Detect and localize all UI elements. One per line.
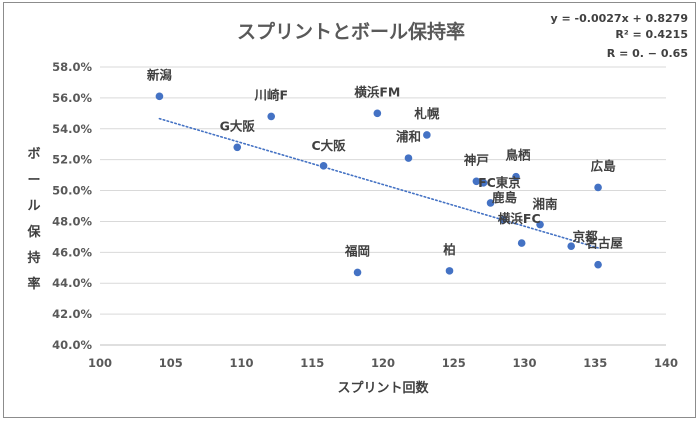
y-tick-label: 48.0%	[52, 214, 92, 228]
point-label: C大阪	[311, 138, 346, 153]
data-point	[567, 242, 575, 250]
chart-frame	[3, 2, 696, 418]
regression-equation: y = -0.0027x + 0.8279 R² = 0.4215 R = 0.…	[551, 12, 688, 60]
point-label: 京都	[573, 229, 599, 244]
x-tick-label: 125	[442, 356, 466, 370]
y-axis-title-char: 保	[26, 224, 41, 240]
point-label: 神戸	[464, 152, 489, 167]
x-axis-title: スプリント回数	[337, 380, 429, 396]
point-label: 新潟	[147, 67, 173, 82]
data-points	[155, 92, 602, 277]
data-point	[267, 112, 276, 121]
x-tick-label: 130	[512, 356, 536, 370]
x-tick-label: 100	[88, 356, 112, 370]
gridlines	[100, 66, 666, 346]
point-label: 浦和	[396, 129, 421, 144]
point-label: 柏	[443, 242, 456, 257]
y-tick-label: 42.0%	[52, 307, 92, 321]
point-label: 広島	[591, 158, 617, 173]
point-label: FC東京	[478, 175, 521, 190]
data-point	[319, 162, 328, 170]
y-axis-title: ボール保持率	[26, 146, 41, 292]
y-axis-title-char: 持	[27, 250, 40, 266]
x-tick-label: 110	[229, 356, 253, 370]
y-axis-title-char: ー	[27, 173, 40, 188]
point-label: 鹿島	[492, 190, 518, 205]
x-tick-label: 120	[371, 356, 395, 370]
y-axis-title-char: 率	[27, 276, 40, 292]
data-point	[373, 109, 382, 118]
data-point	[512, 172, 520, 181]
y-tick-label: 54.0%	[52, 122, 92, 136]
data-point	[594, 183, 602, 192]
point-label: 鳥栖	[506, 148, 532, 163]
x-tick-label: 115	[300, 356, 324, 370]
y-tick-label: 56.0%	[52, 91, 92, 105]
data-point	[594, 260, 602, 269]
data-point	[233, 143, 242, 152]
point-label: 湘南	[533, 197, 559, 212]
data-point	[479, 179, 488, 187]
data-point	[155, 92, 164, 101]
data-point	[404, 154, 413, 162]
equation-line: y = -0.0027x + 0.8279	[551, 12, 688, 25]
y-tick-label: 50.0%	[52, 184, 92, 198]
x-axis-ticks: 100 105 110 115 120 125 130 135 140	[88, 356, 678, 370]
point-label: 福岡	[344, 243, 370, 258]
data-point	[517, 239, 526, 247]
trendline-path	[158, 117, 599, 249]
point-label: 札幌	[413, 106, 440, 121]
r-squared-line: R² = 0.4215	[615, 28, 688, 41]
point-label: 名古屋	[585, 236, 623, 251]
y-axis-title-char: ボ	[27, 146, 40, 162]
trendline	[158, 117, 599, 249]
y-tick-label: 58.0%	[52, 60, 92, 74]
y-tick-label: 40.0%	[52, 338, 92, 352]
point-label: 横浜FC	[498, 211, 541, 226]
y-axis-title-char: ル	[27, 199, 40, 214]
x-tick-label: 135	[583, 356, 607, 370]
data-point	[536, 220, 544, 229]
data-point	[486, 199, 495, 207]
y-tick-label: 52.0%	[52, 153, 92, 167]
y-axis-ticks: 40.0% 42.0% 44.0% 46.0% 48.0% 50.0% 52.0% 54.0%…	[52, 60, 92, 352]
y-tick-label: 44.0%	[52, 276, 92, 290]
data-point	[445, 267, 454, 275]
chart-title: スプリントとボール保持率	[237, 20, 465, 43]
y-tick-label: 46.0%	[52, 245, 92, 259]
point-label: 横浜FM	[354, 84, 400, 99]
point-label: 川崎F	[253, 87, 288, 102]
data-point	[353, 268, 362, 277]
data-point	[472, 177, 481, 186]
r-value-line: R = 0. − 0.65	[607, 47, 688, 60]
data-point	[499, 216, 508, 224]
x-tick-label: 140	[654, 356, 678, 370]
data-point	[423, 131, 431, 139]
x-tick-label: 105	[159, 356, 183, 370]
point-label: G大阪	[220, 118, 256, 133]
